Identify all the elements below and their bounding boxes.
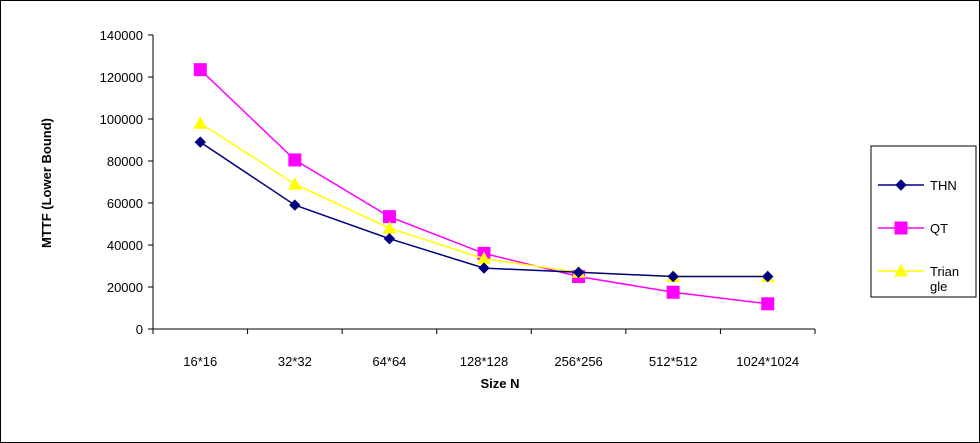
legend-label: Trian gle — [930, 264, 959, 294]
data-point — [288, 153, 302, 167]
axes: 0 20000 40000 60000 80000 100000 120000 140000 1… — [100, 28, 816, 369]
y-tick-label: 140000 — [100, 28, 143, 43]
legend-label-line: QT — [930, 221, 948, 236]
x-tick-label: 1024*1024 — [736, 354, 799, 369]
data-point — [572, 266, 585, 279]
data-point — [289, 199, 301, 211]
legend-label: THN — [930, 178, 957, 193]
y-tick-label: 100000 — [100, 112, 143, 127]
data-point — [667, 270, 679, 283]
y-axis-title: MTTF (Lower Bound) — [39, 118, 54, 248]
data-point — [383, 232, 396, 245]
data-point — [666, 285, 680, 299]
legend-label-line: THN — [930, 178, 957, 193]
x-tick-label: 128*128 — [460, 354, 508, 369]
x-tick-label: 256*256 — [554, 354, 602, 369]
x-tick-label: 512*512 — [649, 354, 697, 369]
x-axis-title: Size N — [480, 376, 519, 391]
x-tick-label: 64*64 — [372, 354, 406, 369]
legend-item: QT — [878, 221, 948, 236]
legend-box — [870, 145, 977, 298]
y-tick-label: 120000 — [100, 70, 143, 85]
x-tick-label: 16*16 — [183, 354, 217, 369]
data-point — [193, 63, 207, 77]
y-tick-label: 0 — [136, 322, 143, 337]
legend-marker — [895, 179, 907, 191]
data-point — [478, 262, 490, 274]
legend-marker — [894, 221, 908, 235]
legend: THN QT Trian gle — [870, 145, 977, 298]
series-diamond — [194, 136, 774, 283]
legend-label-line: Trian — [930, 264, 959, 279]
legend-item: THN — [878, 178, 957, 193]
data-point — [193, 116, 208, 129]
data-point — [382, 221, 397, 234]
data-point — [382, 210, 396, 224]
legend-label: QT — [930, 221, 948, 236]
y-tick-label: 20000 — [107, 280, 143, 295]
y-tick-label: 40000 — [107, 238, 143, 253]
legend-marker — [894, 263, 908, 277]
y-tick-label: 60000 — [107, 196, 143, 211]
data-point — [762, 270, 774, 283]
x-tick-label: 32*32 — [278, 354, 312, 369]
data-point — [761, 297, 775, 311]
series-layer — [193, 63, 775, 311]
y-tick-label: 80000 — [107, 154, 143, 169]
data-point — [194, 136, 206, 148]
legend-label-line: gle — [930, 279, 947, 294]
data-point — [288, 177, 302, 190]
legend-item: Trian gle — [878, 263, 959, 294]
series-triangle — [193, 116, 775, 282]
